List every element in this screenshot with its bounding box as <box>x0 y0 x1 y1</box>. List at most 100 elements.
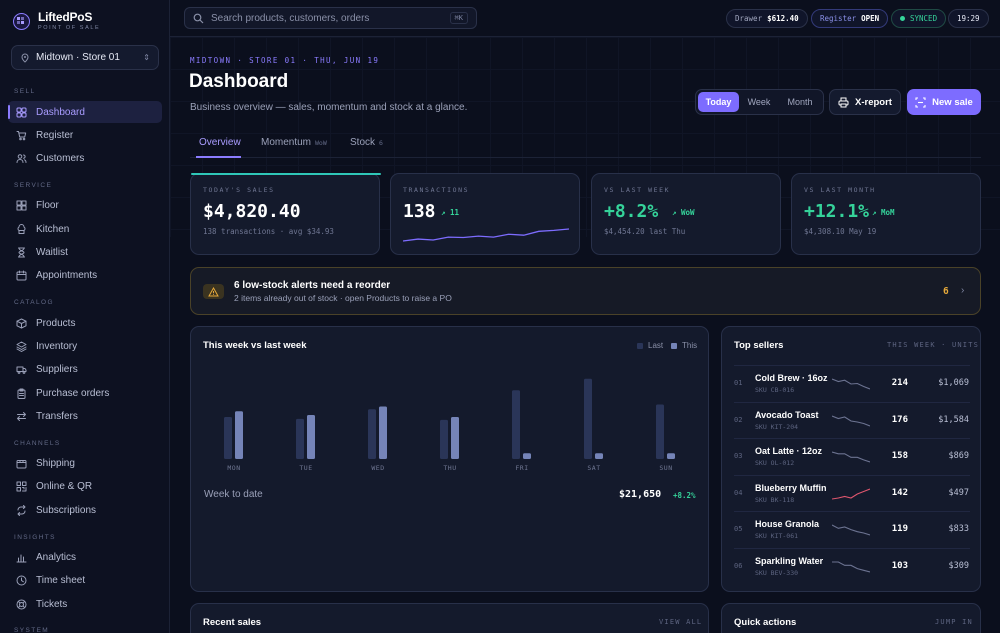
panel-title: This week vs last week <box>203 340 307 351</box>
seller-sku: SKU BEV-330 <box>755 569 799 577</box>
seller-revenue: $869 <box>948 451 969 462</box>
new-sale-label: New sale <box>932 96 973 108</box>
top-seller-row[interactable]: 03 Oat Latte · 12oz SKU OL-012 158 $869 <box>734 438 970 474</box>
bar-this-sat[interactable] <box>595 453 603 459</box>
sidebar-item-label: Waitlist <box>36 247 68 258</box>
week-to-date-value: $21,650 <box>619 489 662 500</box>
top-seller-row[interactable]: 06 Sparkling Water SKU BEV-330 103 $309 <box>734 548 970 584</box>
kpi-todays-sales[interactable]: TODAY'S SALES $4,820.40 138 transactions… <box>190 173 381 255</box>
new-sale-button[interactable]: New sale <box>907 89 981 115</box>
top-seller-row[interactable]: 05 House Granola SKU KIT-061 119 $833 <box>734 511 970 547</box>
sidebar-item-customers[interactable]: Customers <box>8 148 162 170</box>
sidebar-item-suppliers[interactable]: Suppliers <box>8 359 162 381</box>
brand[interactable]: LiftedPoS POINT OF SALE <box>13 11 100 32</box>
sidebar-item-time-sheet[interactable]: Time sheet <box>8 570 162 592</box>
bar-last-mon[interactable] <box>224 416 232 459</box>
tab-stock-badge: 6 <box>379 139 383 147</box>
package-icon <box>16 460 27 469</box>
kpi-vs-last-week[interactable]: VS LAST WEEK +8.2% ↗ WoW $4,454.20 last … <box>591 173 781 255</box>
low-stock-alert[interactable]: 6 low-stock alerts need a reorder 2 item… <box>190 267 981 315</box>
range-month[interactable]: Month <box>787 97 813 107</box>
sidebar-item-shipping[interactable]: Shipping <box>8 453 162 475</box>
clipboard-icon <box>17 388 26 399</box>
sidebar-item-label: Tickets <box>36 598 68 610</box>
bar-last-tue[interactable] <box>296 418 304 459</box>
seller-revenue: $833 <box>948 524 969 535</box>
seller-trend-sparkline <box>832 415 870 427</box>
sync-status[interactable]: SYNCED <box>891 9 947 28</box>
sidebar-item-online-qr[interactable]: Online & QR <box>8 476 162 498</box>
sidebar-item-purchase-orders[interactable]: Purchase orders <box>8 382 162 404</box>
brand-tagline: POINT OF SALE <box>38 25 101 31</box>
range-week[interactable]: Week <box>747 97 771 107</box>
sidebar-item-label: Transfers <box>36 410 78 422</box>
seller-sku: SKU KIT-204 <box>755 422 799 431</box>
tab-momentum-badge: WoW <box>315 139 327 147</box>
sidebar: LiftedPoS POINT OF SALE Midtown · Store … <box>0 0 170 633</box>
sidebar-item-inventory[interactable]: Inventory <box>8 335 162 357</box>
bar-last-thu[interactable] <box>440 419 448 459</box>
sidebar-item-analytics[interactable]: Analytics <box>8 547 162 569</box>
scan-icon <box>915 96 926 108</box>
breadcrumb: MIDTOWN · STORE 01 · THU, JUN 19 <box>190 56 380 65</box>
tab-momentum[interactable]: Momentum WoW <box>261 137 327 148</box>
tab-stock[interactable]: Stock 6 <box>350 137 383 148</box>
kpi-label: VS LAST WEEK <box>604 186 671 194</box>
view-all-link[interactable]: VIEW ALL <box>659 618 703 626</box>
sidebar-item-tickets[interactable]: Tickets <box>8 593 162 615</box>
x-report-button[interactable]: X-report <box>829 89 901 115</box>
kpi-transactions[interactable]: TRANSACTIONS 138 ↗ 11 <box>390 173 580 255</box>
seller-sku: SKU CB-016 <box>755 386 795 394</box>
seller-rank: 01 <box>734 379 743 387</box>
day-label: FRI <box>515 464 529 472</box>
bar-this-thu[interactable] <box>451 416 459 459</box>
kpi-vs-last-month[interactable]: VS LAST MONTH +12.1% ↗ MoM $4,308.10 May… <box>791 173 981 255</box>
bar-this-mon[interactable] <box>235 411 243 459</box>
seller-revenue: $1,069 <box>938 378 969 388</box>
sidebar-item-appointments[interactable]: Appointments <box>8 265 162 287</box>
drawer-status[interactable]: Drawer $612.40 <box>726 9 808 28</box>
tab-overview[interactable]: Overview <box>199 137 241 148</box>
sidebar-item-subscriptions[interactable]: Subscriptions <box>8 499 162 521</box>
sidebar-item-transfers[interactable]: Transfers <box>8 405 162 427</box>
legend-this: This <box>671 341 697 350</box>
seller-rank: 02 <box>734 415 743 424</box>
seller-trend-line <box>832 451 870 463</box>
nav-section-title: SYSTEM <box>14 627 50 633</box>
transactions-sparkline <box>403 228 569 242</box>
bar-this-sun[interactable] <box>667 453 675 459</box>
legend-last-label: Last <box>648 341 664 350</box>
bar-this-fri[interactable] <box>523 453 531 459</box>
sidebar-item-waitlist[interactable]: Waitlist <box>8 242 162 264</box>
top-seller-row[interactable]: 01 Cold Brew · 16oz SKU CB-016 214 $1,06… <box>734 365 970 401</box>
nav-section-title: CHANNELS <box>14 439 61 447</box>
bar-last-wed[interactable] <box>368 409 376 459</box>
top-seller-row[interactable]: 02 Avocado Toast SKU KIT-204 176 $1,584 <box>734 401 970 438</box>
sidebar-item-floor[interactable]: Floor <box>8 195 162 217</box>
sidebar-item-dashboard[interactable]: Dashboard <box>8 101 162 123</box>
bar-last-sun[interactable] <box>656 404 664 459</box>
sidebar-item-register[interactable]: Register <box>8 124 162 146</box>
bar-this-tue[interactable] <box>307 415 315 459</box>
search-box[interactable]: ⌘K <box>184 7 477 29</box>
seller-units: 214 <box>891 378 908 388</box>
store-selector[interactable]: Midtown · Store 01 ⇕ <box>11 45 159 70</box>
top-seller-row[interactable]: 04 Blueberry Muffin SKU BK-118 142 $497 <box>734 474 970 511</box>
kpi-accent-bar <box>191 173 381 175</box>
bar-last-fri[interactable] <box>512 390 520 459</box>
range-today[interactable]: Today <box>698 92 739 112</box>
search-input[interactable] <box>211 12 450 24</box>
sidebar-item-kitchen[interactable]: Kitchen <box>8 218 162 240</box>
nav-section-title: INSIGHTS <box>14 533 56 541</box>
sidebar-item-products[interactable]: Products <box>8 312 162 334</box>
bar-this-wed[interactable] <box>379 406 387 459</box>
sidebar-item-label: Shipping <box>36 458 75 470</box>
tab-momentum-label: Momentum <box>261 137 312 148</box>
bar-last-sat[interactable] <box>584 378 592 459</box>
kpi-value: $4,820.40 <box>203 201 301 222</box>
kpi-label: VS LAST MONTH <box>804 186 876 194</box>
register-status[interactable]: Register OPEN <box>811 9 889 28</box>
jump-in-link[interactable]: JUMP IN <box>935 618 973 626</box>
nav-section-title: CATALOG <box>14 299 54 307</box>
seller-name: Sparkling Water <box>755 556 824 566</box>
